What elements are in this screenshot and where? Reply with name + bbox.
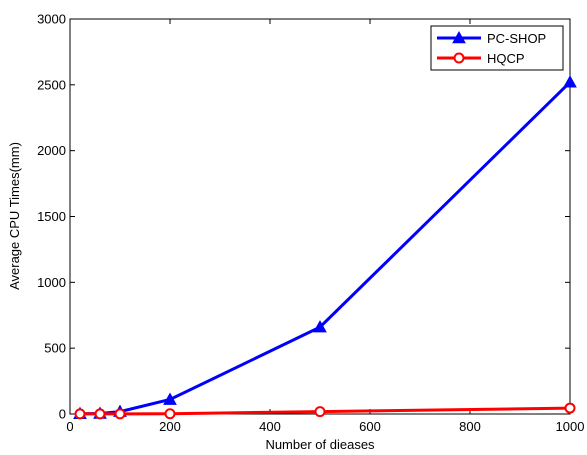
y-tick-label: 1500 xyxy=(37,209,66,224)
data-point-hqcp xyxy=(94,408,106,420)
legend: PC-SHOP HQCP xyxy=(430,25,564,71)
x-tick-label: 200 xyxy=(159,419,181,434)
x-tick-label: 600 xyxy=(359,419,381,434)
y-tick-label: 2500 xyxy=(37,77,66,92)
data-point-hqcp xyxy=(164,408,176,420)
plot-area xyxy=(69,18,571,415)
y-tick-label: 2000 xyxy=(37,143,66,158)
data-point-hqcp xyxy=(564,402,576,414)
y-axis-label: Average CPU Times(mm) xyxy=(7,142,22,290)
legend-entry-pc-shop: PC-SHOP xyxy=(437,30,546,46)
y-tick-label: 3000 xyxy=(37,12,66,27)
x-tick-label: 0 xyxy=(66,419,73,434)
axis-ticks: 0 200 400 600 800 1000 0 500 1000 1500 2000 2500 300… xyxy=(37,12,584,435)
y-tick-label: 500 xyxy=(44,341,66,356)
data-point-hqcp xyxy=(74,408,86,420)
data-point-hqcp xyxy=(114,408,126,420)
y-tick-label: 0 xyxy=(59,407,66,422)
x-axis-label: Number of dieases xyxy=(265,437,375,452)
legend-swatch-marker xyxy=(452,30,466,44)
legend-entry-hqcp: HQCP xyxy=(437,51,525,66)
data-point-pc-shop xyxy=(313,320,327,333)
data-point-pc-shop xyxy=(163,392,177,405)
x-tick-label: 1000 xyxy=(556,419,585,434)
legend-swatch-marker xyxy=(453,52,465,64)
data-point-hqcp xyxy=(314,406,326,418)
legend-label: PC-SHOP xyxy=(487,31,546,46)
x-tick-label: 800 xyxy=(459,419,481,434)
series-hqcp xyxy=(74,402,576,420)
legend-label: HQCP xyxy=(487,51,525,66)
series-layer xyxy=(73,75,577,420)
data-point-pc-shop xyxy=(563,75,577,88)
y-tick-label: 1000 xyxy=(37,275,66,290)
legend-box xyxy=(430,25,564,71)
x-tick-label: 400 xyxy=(259,419,281,434)
